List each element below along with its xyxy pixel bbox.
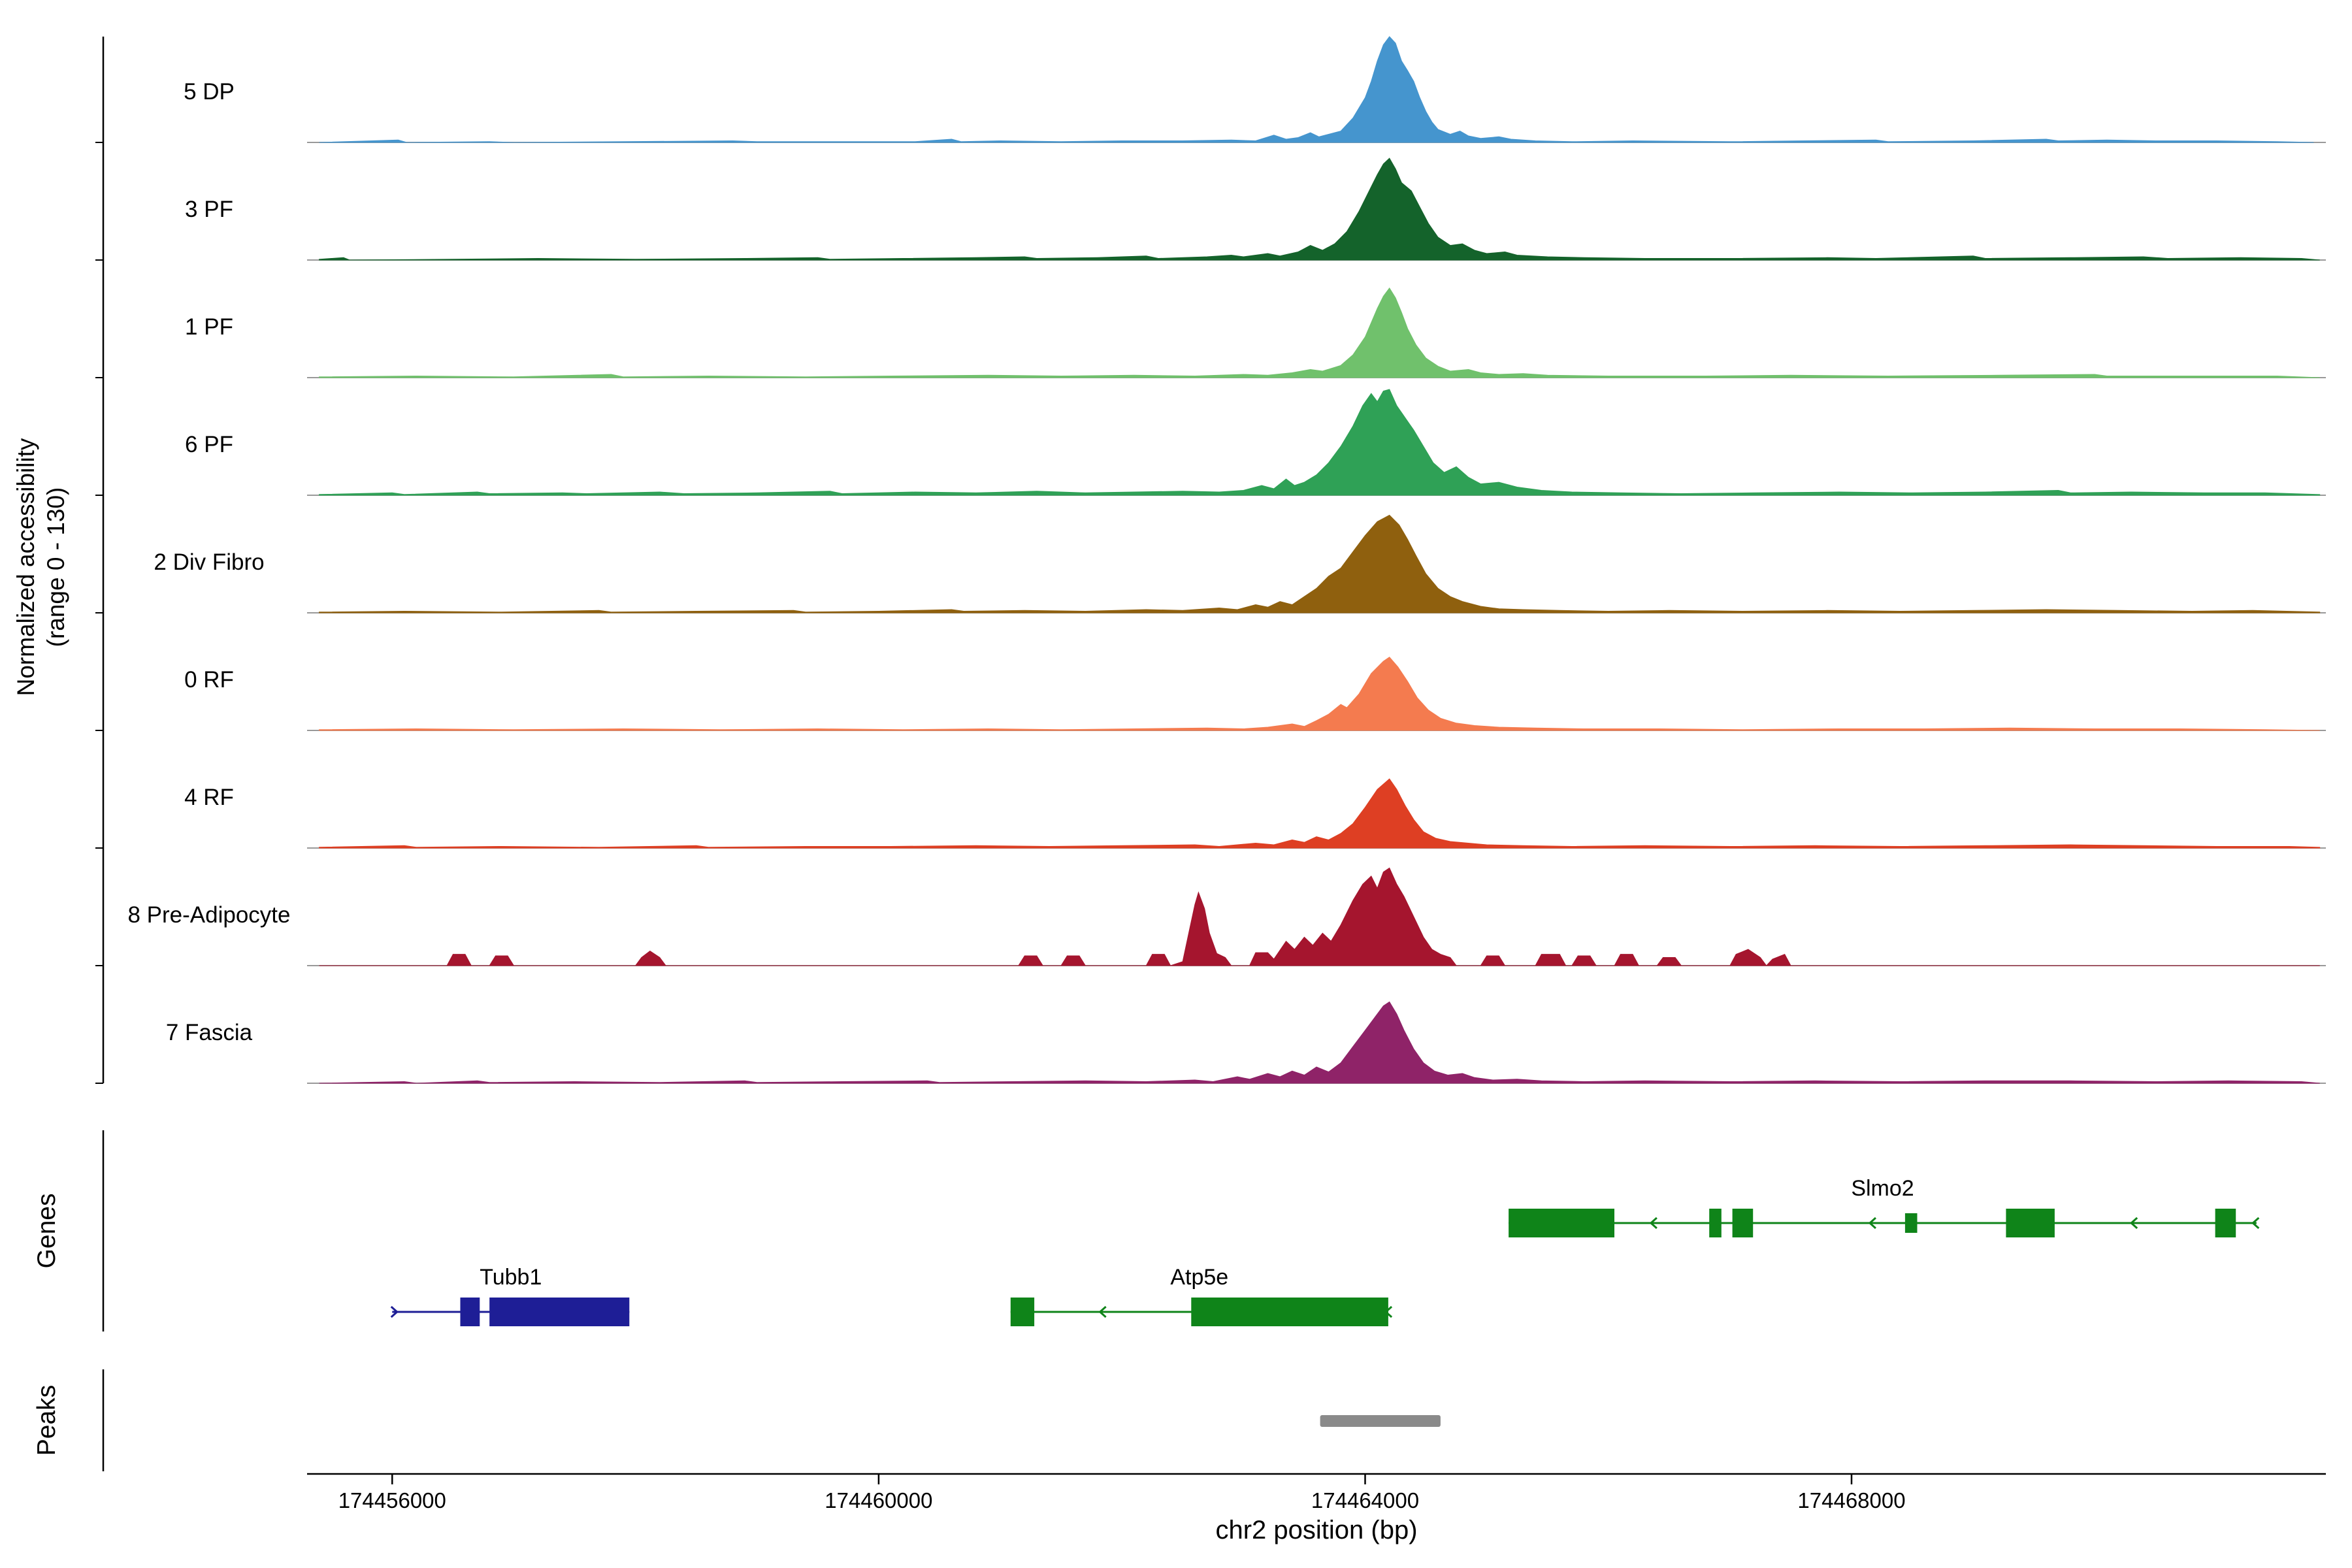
signal-area-0-rf (319, 657, 2320, 731)
gene-exon (1010, 1298, 1035, 1326)
gene-exon (1732, 1209, 1754, 1237)
gene-exon (1904, 1213, 1918, 1233)
gene-exon (1509, 1209, 1614, 1237)
gene-label-tubb1: Tubb1 (480, 1265, 542, 1290)
track-label: 7 Fascia (166, 1020, 253, 1045)
track-label: 8 Pre-Adipocyte (127, 902, 290, 928)
gene-models: Tubb1 Atp5e Slmo2 (390, 1176, 2260, 1326)
gene-label-atp5e: Atp5e (1170, 1265, 1228, 1290)
track-label: 0 RF (184, 667, 234, 693)
signal-area-8-pre-adipocyte (319, 867, 2320, 966)
track-label: 1 PF (185, 314, 233, 340)
strand-arrow-icon (390, 1305, 399, 1318)
gene-exon (2006, 1209, 2055, 1237)
x-axis-tick-label: 174464000 (1311, 1488, 1419, 1512)
peaks-section-label: Peaks (33, 1385, 61, 1456)
track-label: 2 Div Fibro (154, 549, 264, 575)
genes-section-label: Genes (33, 1194, 61, 1269)
strand-arrow-icon (1384, 1305, 1393, 1318)
signal-area-5-dp (319, 36, 2314, 143)
x-axis-title: chr2 position (bp) (1215, 1516, 1417, 1544)
signal-area-2-div-fibro (319, 514, 2321, 613)
track-label: 4 RF (184, 785, 234, 810)
gene-exon (1709, 1209, 1722, 1237)
peak-calls (1320, 1415, 1441, 1427)
gene-label-slmo2: Slmo2 (1851, 1176, 1914, 1201)
x-axis-tick-label: 174468000 (1797, 1488, 1905, 1512)
signal-area-1-pf (319, 287, 2320, 378)
gene-exon (460, 1298, 480, 1326)
strand-arrow-icon (1649, 1217, 1658, 1230)
peak-bar (1320, 1415, 1441, 1427)
signal-area-3-pf (319, 157, 2320, 261)
signal-area-4-rf (319, 778, 2321, 849)
y-axis-label-line2: (range 0 - 130) (42, 487, 69, 647)
accessibility-tracks: 5 DP 3 PF 1 PF 6 PF 2 Div Fibro 0 RF 4 RF 8 Pre… (95, 36, 2326, 1084)
gene-exon (489, 1298, 630, 1326)
signal-area-6-pf (319, 389, 2321, 496)
gene-exon (1191, 1298, 1388, 1326)
gene-exon (2215, 1209, 2236, 1237)
track-label: 5 DP (184, 79, 235, 105)
strand-arrow-icon (2129, 1217, 2138, 1230)
strand-arrow-icon (2251, 1217, 2260, 1230)
signal-area-7-fascia (319, 1001, 2320, 1084)
x-axis-tick-label: 174456000 (338, 1488, 446, 1512)
x-axis-tick-label: 174460000 (825, 1488, 932, 1512)
strand-arrow-icon (1868, 1217, 1876, 1230)
strand-arrow-icon (1098, 1305, 1107, 1318)
y-axis-label-line1: Normalized accessibility (12, 438, 39, 696)
track-label: 3 PF (185, 197, 233, 222)
x-axis: 174456000 174460000 174464000 174468000 (307, 1473, 2326, 1512)
track-label: 6 PF (185, 432, 233, 457)
